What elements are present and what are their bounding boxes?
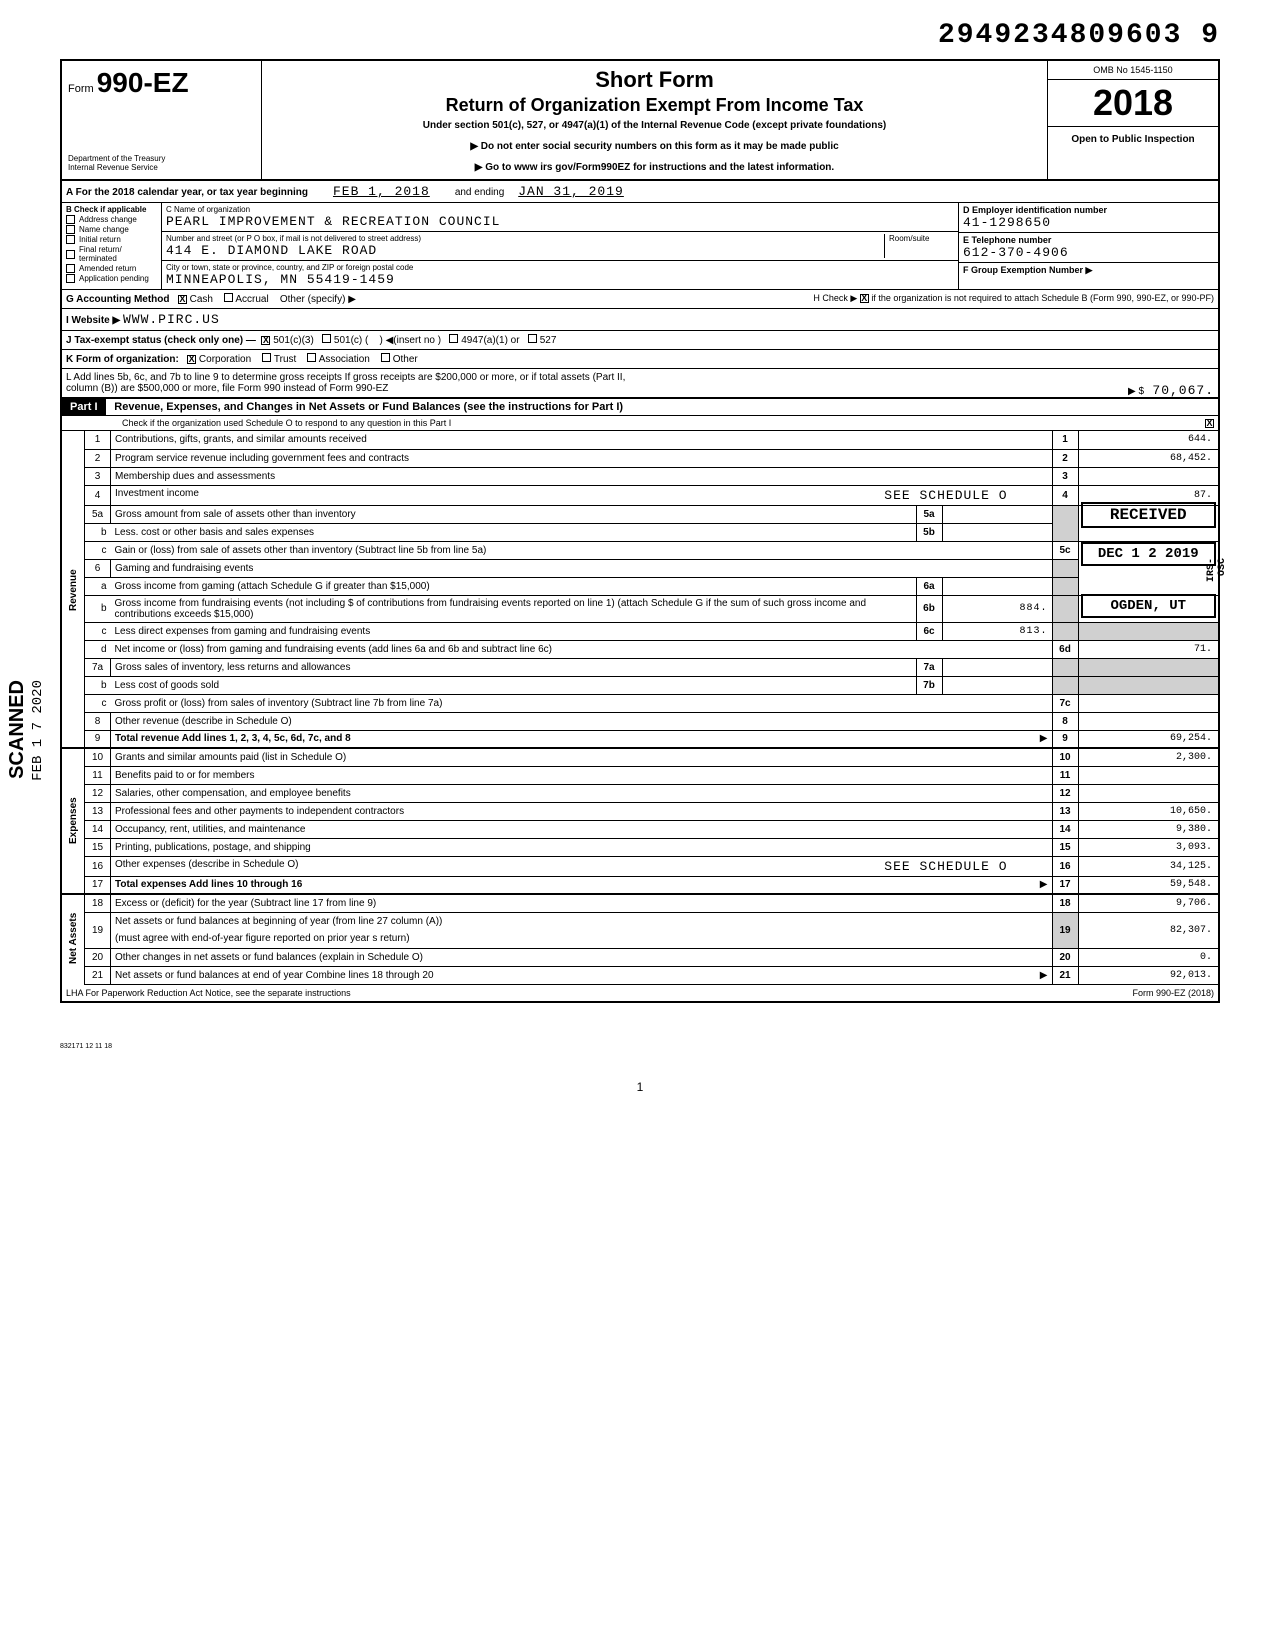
chk-final-return[interactable] — [66, 250, 75, 259]
line-2-value: 68,452. — [1078, 449, 1218, 467]
line-21-value: 92,013. — [1078, 966, 1218, 984]
chk-501c3[interactable] — [261, 336, 270, 345]
side-label-net-assets: Net Assets — [62, 894, 85, 984]
line-19-value: 82,307. — [1078, 912, 1218, 948]
side-label-revenue: Revenue — [62, 431, 85, 748]
page-number: 1 — [60, 1080, 1220, 1094]
chk-trust[interactable] — [262, 353, 271, 362]
line-15-value: 3,093. — [1078, 838, 1218, 856]
line-10-value: 2,300. — [1078, 748, 1218, 766]
short-form-title: Short Form — [272, 67, 1037, 93]
line-a-calendar-year: A For the 2018 calendar year, or tax yea… — [62, 181, 1218, 203]
chk-4947[interactable] — [449, 334, 458, 343]
line-j-tax-status: J Tax-exempt status (check only one) — 5… — [62, 331, 1218, 350]
chk-application-pending[interactable] — [66, 274, 75, 283]
website-url: WWW.PIRC.US — [123, 312, 220, 327]
column-d-e-f: D Employer identification number 41-1298… — [958, 203, 1218, 289]
chk-527[interactable] — [528, 334, 537, 343]
line-16-value: 34,125. — [1078, 856, 1218, 876]
line-k-org-form: K Form of organization: Corporation Trus… — [62, 350, 1218, 369]
subtitle: Under section 501(c), 527, or 4947(a)(1)… — [272, 120, 1037, 131]
document-number: 2949234809603 9 — [60, 20, 1220, 51]
line-20-value: 0. — [1078, 948, 1218, 966]
chk-address-change[interactable] — [66, 215, 75, 224]
line-6d-value: 71. — [1078, 640, 1218, 658]
line-h-schedule-b: H Check ▶ if the organization is not req… — [813, 293, 1214, 304]
ein: 41-1298650 — [963, 215, 1214, 230]
chk-initial-return[interactable] — [66, 235, 75, 244]
part-1-table: Revenue 1 Contributions, gifts, grants, … — [62, 431, 1218, 985]
tax-year: 2018 — [1048, 80, 1218, 127]
chk-amended-return[interactable] — [66, 264, 75, 273]
form-header: Form 990-EZ Department of the Treasury I… — [62, 61, 1218, 181]
received-stamp: RECEIVED — [1081, 502, 1217, 528]
line-1-value: 644. — [1078, 431, 1218, 449]
org-name: PEARL IMPROVEMENT & RECREATION COUNCIL — [166, 214, 954, 229]
line-i-website: I Website ▶ WWW.PIRC.US — [62, 309, 1218, 331]
column-b-checkboxes: B Check if applicable Address change Nam… — [62, 203, 162, 289]
scanned-stamp: SCANNED — [6, 680, 29, 779]
return-title: Return of Organization Exempt From Incom… — [272, 95, 1037, 116]
line-g-accounting: G Accounting Method Cash Accrual Other (… — [62, 290, 1218, 309]
line-l-gross-receipts: L Add lines 5b, 6c, and 7b to line 9 to … — [62, 369, 1218, 399]
city-state-zip: MINNEAPOLIS, MN 55419-1459 — [166, 272, 954, 287]
part-1-check: Check if the organization used Schedule … — [62, 416, 1218, 431]
phone: 612-370-4906 — [963, 245, 1214, 260]
footer: LHA For Paperwork Reduction Act Notice, … — [62, 985, 1218, 1001]
chk-501c[interactable] — [322, 334, 331, 343]
line-18-value: 9,706. — [1078, 894, 1218, 912]
line-9-value: 69,254. — [1078, 730, 1218, 748]
scanned-date-stamp: FEB 1 7 2020 — [30, 680, 46, 781]
line-6b-value: 884. — [942, 595, 1052, 622]
chk-accrual[interactable] — [224, 293, 233, 302]
form-990ez: Form 990-EZ Department of the Treasury I… — [60, 59, 1220, 1003]
line-14-value: 9,380. — [1078, 820, 1218, 838]
chk-other-org[interactable] — [381, 353, 390, 362]
side-label-expenses: Expenses — [62, 748, 85, 894]
chk-schedule-b[interactable] — [860, 294, 869, 303]
dept-info: Department of the Treasury Internal Reve… — [68, 154, 255, 173]
form-number: Form 990-EZ — [68, 67, 255, 99]
omb-number: OMB No 1545-1150 — [1048, 61, 1218, 80]
column-c-name-address: C Name of organization PEARL IMPROVEMENT… — [162, 203, 958, 289]
instruction-1: ▶ Do not enter social security numbers o… — [272, 141, 1037, 152]
entity-block: B Check if applicable Address change Nam… — [62, 203, 1218, 290]
line-17-value: 59,548. — [1078, 876, 1218, 894]
street-address: 414 E. DIAMOND LAKE ROAD — [166, 243, 884, 258]
group-exemption: F Group Exemption Number ▶ — [963, 265, 1214, 276]
chk-cash[interactable] — [178, 295, 187, 304]
chk-association[interactable] — [307, 353, 316, 362]
instruction-2: ▶ Go to www irs gov/Form990EZ for instru… — [272, 162, 1037, 173]
line-6c-value: 813. — [942, 622, 1052, 640]
received-date-stamp: DEC 1 2 2019 IRS-OSC — [1081, 542, 1217, 566]
tiny-footer-code: 832171 12 11 18 — [60, 1043, 1220, 1050]
open-public: Open to Public Inspection — [1048, 127, 1218, 152]
line-3-value — [1078, 467, 1218, 485]
chk-schedule-o[interactable] — [1205, 419, 1214, 428]
ogden-stamp: OGDEN, UT — [1081, 594, 1217, 618]
chk-name-change[interactable] — [66, 225, 75, 234]
line-13-value: 10,650. — [1078, 802, 1218, 820]
form-id-footer: Form 990-EZ (2018) — [1132, 988, 1214, 998]
chk-corporation[interactable] — [187, 355, 196, 364]
part-1-header: Part I Revenue, Expenses, and Changes in… — [62, 399, 1218, 416]
gross-receipts-value: 70,067. — [1152, 383, 1214, 398]
